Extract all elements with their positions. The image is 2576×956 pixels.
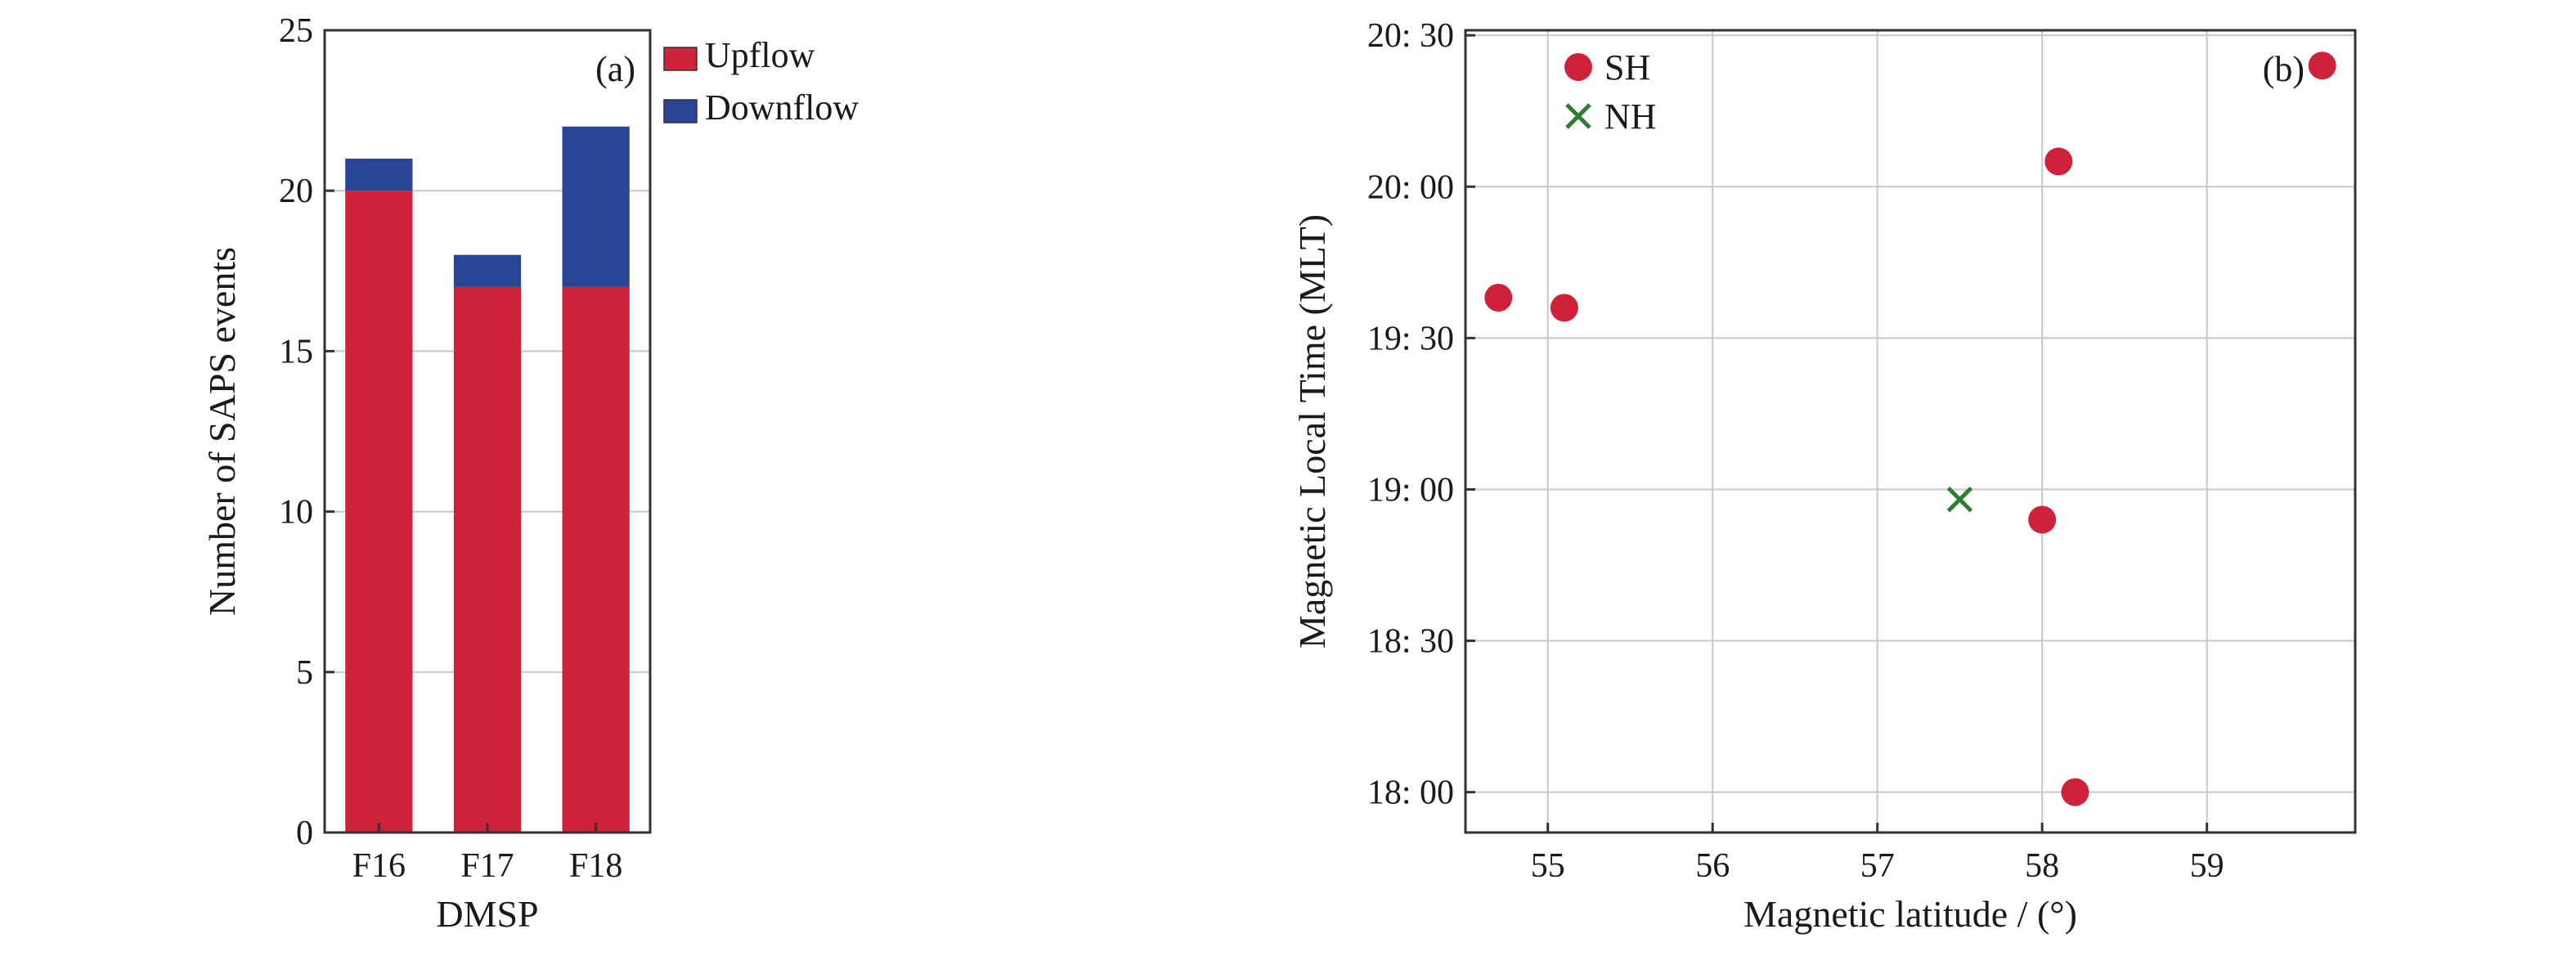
- panel-a-y-tick-label: 5: [296, 654, 313, 692]
- legend-swatch-downflow: [663, 99, 698, 123]
- point-sh: [1484, 284, 1513, 312]
- panel-b-legend: SH NH: [1564, 47, 1657, 137]
- point-sh: [2061, 778, 2089, 806]
- bar-upflow-f16: [345, 191, 413, 833]
- panel-b-y-tick-label: 20: 30: [1367, 17, 1454, 55]
- point-sh: [2028, 505, 2057, 534]
- bar-downflow-f18: [562, 126, 630, 287]
- panel-b-points: [1484, 52, 2336, 806]
- point-sh: [1550, 294, 1578, 322]
- bar-downflow-f17: [453, 254, 522, 287]
- panel-a-legend: Upflow Downflow: [663, 35, 859, 128]
- panel-a-y-axis-label: Number of SAPS events: [201, 247, 243, 616]
- panel-b-y-axis-label: Magnetic Local Time (MLT): [1291, 214, 1333, 649]
- panel-a-x-tick-label: F17: [460, 847, 514, 885]
- panel-a-x-tick-label: F16: [352, 847, 406, 885]
- panel-a-y-tick-label: 25: [279, 12, 313, 50]
- panel-b-x-tick-label: 58: [2025, 847, 2059, 885]
- point-nh: [1946, 487, 1973, 513]
- panel-b-x-tick-label: 57: [1860, 847, 1895, 885]
- legend-label-nh: NH: [1604, 96, 1657, 137]
- panel-b-grid: [1465, 30, 2355, 833]
- panel-a-y-tick-label: 20: [279, 173, 313, 210]
- bar-upflow-f18: [562, 286, 630, 833]
- panel-a-label: (a): [595, 49, 635, 89]
- panel-a-y-tick-label: 0: [296, 815, 313, 852]
- panel-a-x-tick-label: F18: [569, 847, 622, 885]
- panel-b-scatter-chart: 55 56 57 58 59 18: 00 18: 30 19: 00 19: 30 20: 00…: [1291, 17, 2357, 935]
- legend-marker-sh: [1564, 53, 1592, 81]
- panel-b-frame: [1464, 29, 2357, 834]
- panel-b-y-tick-label: 19: 00: [1367, 471, 1454, 509]
- legend-swatch-upflow: [663, 47, 698, 71]
- panel-b-x-tick-label: 59: [2190, 847, 2224, 885]
- panel-a-bar-chart: 0 5 10 15 20 25 F16 F17 F18 Number of SAPS event…: [201, 12, 859, 935]
- panel-a-ticks: 0 5 10 15 20 25 F16 F17 F18: [279, 12, 622, 885]
- panel-a-y-tick-label: 10: [279, 494, 313, 532]
- legend-label-downflow: Downflow: [705, 88, 859, 128]
- panel-a-y-tick-label: 15: [279, 333, 313, 370]
- point-sh: [2044, 147, 2073, 176]
- legend-marker-nh: [1565, 103, 1591, 129]
- panel-b-x-tick-label: 56: [1695, 847, 1730, 885]
- panel-a-x-axis-label: DMSP: [436, 893, 538, 935]
- panel-b-y-tick-label: 19: 30: [1367, 320, 1454, 357]
- legend-label-sh: SH: [1604, 47, 1650, 88]
- panel-b-label: (b): [2263, 49, 2304, 89]
- panel-b-y-tick-label: 20: 00: [1367, 168, 1454, 206]
- panel-b-y-tick-label: 18: 00: [1367, 774, 1454, 812]
- bar-upflow-f17: [453, 286, 522, 833]
- panel-b-ticks: 55 56 57 58 59 18: 00 18: 30 19: 00 19: 30 20: 00…: [1367, 17, 2224, 885]
- bar-downflow-f16: [345, 158, 413, 191]
- panel-a-bars: [345, 126, 630, 833]
- legend-label-upflow: Upflow: [705, 35, 815, 75]
- panel-b-x-axis-label: Magnetic latitude / (°): [1744, 893, 2077, 935]
- point-sh: [2308, 52, 2336, 80]
- panel-b-x-tick-label: 55: [1531, 847, 1565, 885]
- panel-b-y-tick-label: 18: 30: [1367, 623, 1454, 661]
